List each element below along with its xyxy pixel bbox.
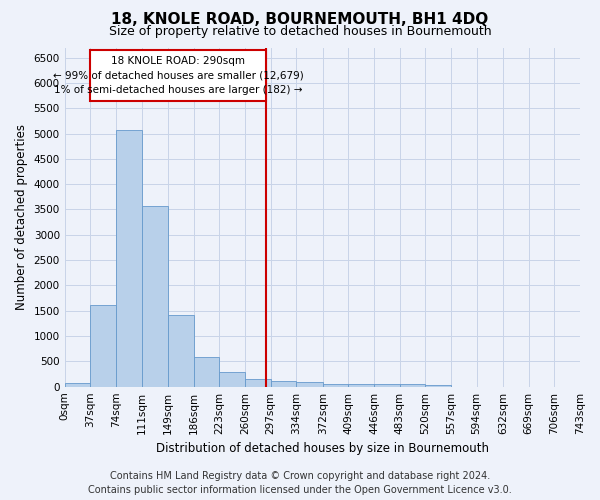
Bar — [323, 384, 349, 386]
Bar — [245, 379, 271, 386]
Text: Contains HM Land Registry data © Crown copyright and database right 2024.
Contai: Contains HM Land Registry data © Crown c… — [88, 471, 512, 495]
Text: Size of property relative to detached houses in Bournemouth: Size of property relative to detached ho… — [109, 25, 491, 38]
Bar — [349, 384, 374, 386]
Bar — [400, 384, 425, 386]
Bar — [296, 382, 323, 386]
Text: 1% of semi-detached houses are larger (182) →: 1% of semi-detached houses are larger (1… — [54, 84, 302, 94]
Bar — [271, 381, 296, 386]
Bar — [65, 383, 91, 386]
Text: 18, KNOLE ROAD, BOURNEMOUTH, BH1 4DQ: 18, KNOLE ROAD, BOURNEMOUTH, BH1 4DQ — [112, 12, 488, 28]
Bar — [91, 304, 116, 386]
Bar — [425, 384, 451, 386]
Bar — [91, 50, 266, 100]
Bar — [374, 384, 400, 386]
Text: ← 99% of detached houses are smaller (12,679): ← 99% of detached houses are smaller (12… — [53, 70, 304, 81]
Bar — [220, 372, 245, 386]
X-axis label: Distribution of detached houses by size in Bournemouth: Distribution of detached houses by size … — [156, 442, 489, 455]
Text: 18 KNOLE ROAD: 290sqm: 18 KNOLE ROAD: 290sqm — [111, 56, 245, 66]
Bar — [194, 358, 220, 386]
Y-axis label: Number of detached properties: Number of detached properties — [15, 124, 28, 310]
Bar — [142, 206, 168, 386]
Bar — [116, 130, 142, 386]
Bar — [168, 316, 194, 386]
